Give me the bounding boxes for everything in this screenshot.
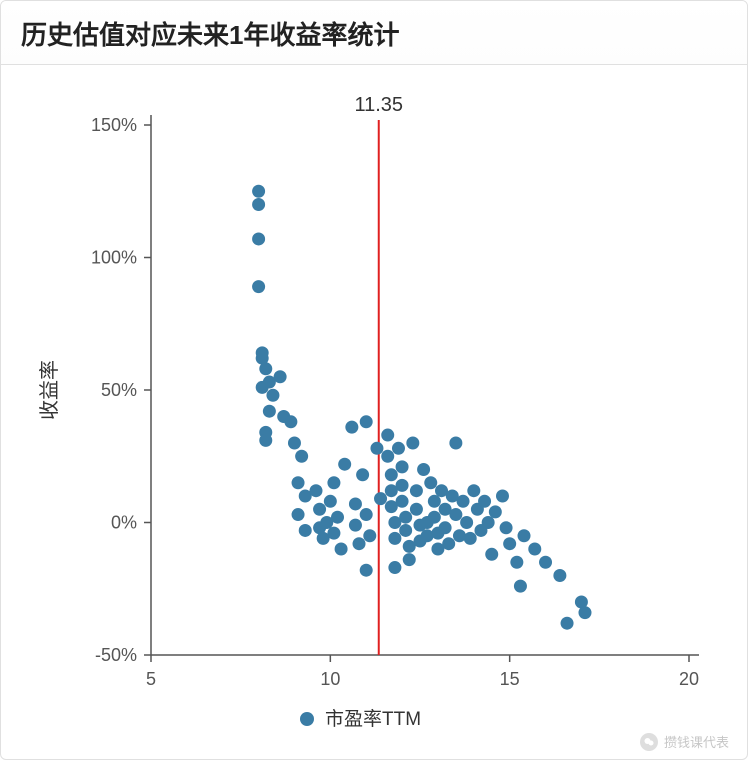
svg-text:10: 10 [320, 669, 340, 689]
svg-text:100%: 100% [91, 248, 137, 268]
svg-text:市盈率TTM: 市盈率TTM [325, 708, 421, 730]
scatter-chart: 5 10 15 20 -50% 0% 50% 100% 150% 收益率 11.35 市盈率TTM [1, 65, 748, 760]
watermark: 攒钱课代表 [640, 732, 729, 751]
svg-text:0%: 0% [111, 513, 137, 533]
svg-text:-50%: -50% [95, 645, 137, 665]
svg-text:50%: 50% [101, 380, 137, 400]
svg-text:11.35: 11.35 [354, 94, 403, 116]
svg-text:20: 20 [679, 669, 699, 689]
chart-area: 5 10 15 20 -50% 0% 50% 100% 150% 收益率 11.35 市盈率TTM 攒… [1, 65, 747, 760]
svg-text:收益率: 收益率 [38, 360, 61, 420]
wechat-icon [640, 733, 658, 751]
svg-text:5: 5 [146, 669, 156, 689]
watermark-text: 攒钱课代表 [664, 732, 729, 751]
svg-text:150%: 150% [91, 115, 137, 135]
card-title: 历史估值对应未来1年收益率统计 [21, 15, 727, 52]
svg-text:15: 15 [500, 669, 520, 689]
chart-card: 历史估值对应未来1年收益率统计 5 10 15 20 -50% 0% 50% 100% 150%… [0, 0, 748, 760]
card-header: 历史估值对应未来1年收益率统计 [1, 1, 747, 65]
